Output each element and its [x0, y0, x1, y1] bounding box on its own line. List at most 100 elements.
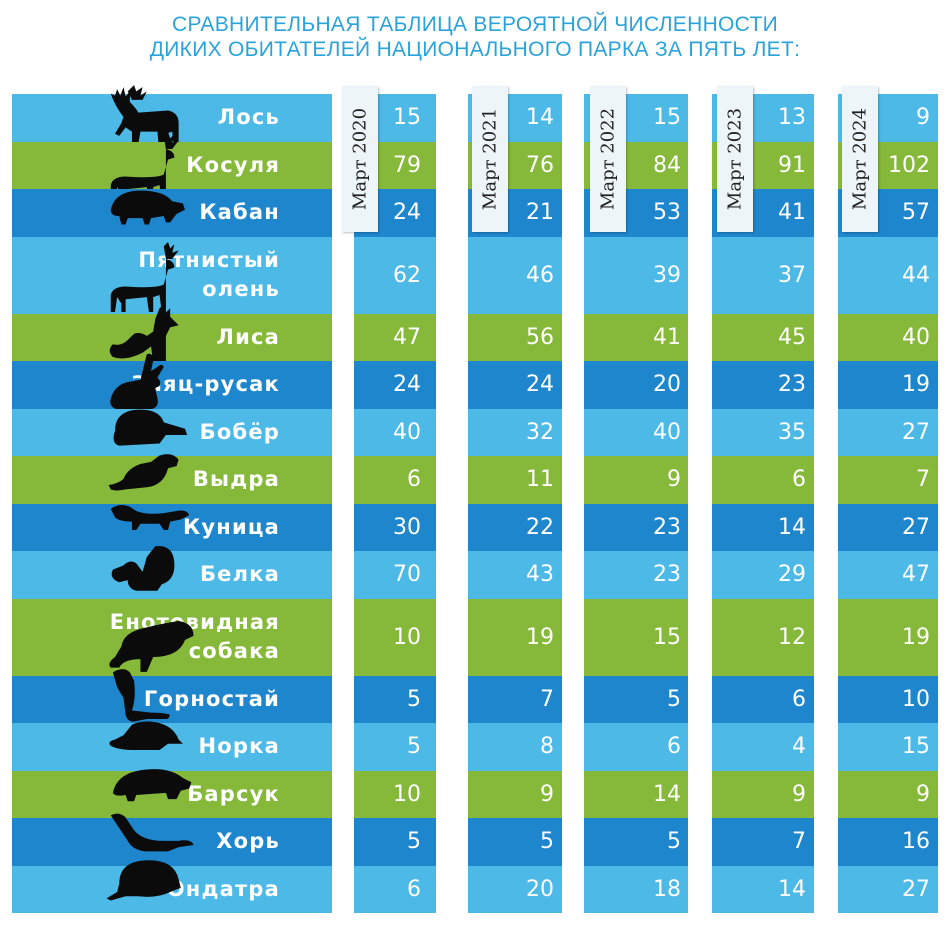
value-cell: 9	[540, 781, 554, 807]
value-cell: 7	[792, 829, 806, 855]
year-column-header: Март 2024	[842, 86, 878, 232]
animal-name: Норка	[12, 723, 280, 771]
value-cell: 9	[792, 781, 806, 807]
value-cell: 29	[778, 562, 806, 588]
value-cell: 62	[393, 262, 421, 288]
animal-name-line: Бобёр	[199, 419, 280, 444]
table-row: Барсук 10 9 14 9 9	[12, 769, 938, 819]
value-cell: 37	[778, 262, 806, 288]
table-row: Горностай 5 7 5 6 10	[12, 669, 938, 724]
animal-name: Ондатра	[12, 866, 280, 914]
animal-name-line: Косуля	[186, 152, 280, 177]
column-gap	[562, 94, 584, 913]
value-cell: 70	[393, 562, 421, 588]
animal-name: Куница	[12, 504, 280, 552]
value-cell: 19	[902, 624, 930, 650]
value-cell: 10	[902, 686, 930, 712]
value-cell: 10	[393, 624, 421, 650]
column-gap	[814, 94, 838, 913]
value-cell: 39	[653, 262, 681, 288]
value-cell: 4	[792, 734, 806, 760]
value-cell: 47	[393, 324, 421, 350]
animal-name: Лиса	[12, 314, 280, 362]
animal-name: Пятнистый олень	[12, 237, 280, 314]
table-row: Пятнистый олень 62 46 39 37 44	[12, 236, 938, 314]
value-cell: 16	[902, 829, 930, 855]
column-gap	[688, 94, 712, 913]
animal-name: Кабан	[12, 189, 280, 237]
value-cell: 30	[393, 514, 421, 540]
animal-name: Барсук	[12, 771, 280, 819]
value-cell: 41	[653, 324, 681, 350]
value-cell: 15	[393, 105, 421, 131]
value-cell: 41	[778, 200, 806, 226]
value-cell: 22	[526, 514, 554, 540]
animal-name: Косуля	[12, 142, 280, 190]
value-cell: 27	[902, 876, 930, 902]
value-cell: 23	[653, 562, 681, 588]
value-cell: 15	[653, 624, 681, 650]
value-cell: 5	[407, 829, 421, 855]
value-cell: 35	[778, 419, 806, 445]
table-row: Ондатра 6 20 18 14 27	[12, 860, 938, 914]
value-cell: 14	[653, 781, 681, 807]
animal-name-line: Куница	[182, 514, 280, 539]
value-cell: 23	[653, 514, 681, 540]
muskrat-icon	[106, 860, 181, 901]
animal-name: Белка	[12, 551, 280, 599]
value-cell: 11	[526, 467, 554, 493]
value-cell: 79	[393, 152, 421, 178]
value-cell: 9	[667, 467, 681, 493]
value-cell: 84	[653, 152, 681, 178]
value-cell: 18	[653, 876, 681, 902]
animal-name-line: Горностай	[143, 686, 280, 711]
year-label: Март 2020	[349, 107, 371, 211]
year-label: Март 2023	[724, 107, 746, 211]
value-cell: 5	[667, 686, 681, 712]
value-cell: 27	[902, 419, 930, 445]
animal-name-line: Ондатра	[166, 876, 280, 901]
table-row: Хорь 5 5 5 7 16	[12, 813, 938, 866]
value-cell: 6	[792, 686, 806, 712]
value-cell: 5	[540, 829, 554, 855]
value-cell: 14	[526, 105, 554, 131]
value-cell: 6	[667, 734, 681, 760]
value-cell: 102	[888, 152, 930, 178]
value-cell: 7	[540, 686, 554, 712]
value-cell: 7	[916, 467, 930, 493]
value-cell: 91	[778, 152, 806, 178]
animal-name-line: Хорь	[216, 829, 280, 854]
value-cell: 76	[526, 152, 554, 178]
value-cell: 44	[902, 262, 930, 288]
year-label: Март 2024	[849, 107, 871, 211]
value-cell: 6	[407, 876, 421, 902]
column-gap	[332, 94, 354, 913]
value-cell: 19	[902, 372, 930, 398]
table-row: Бобёр 40 32 40 35 27	[12, 408, 938, 456]
table-row: Заяц-русак 24 24 20 23 19	[12, 353, 938, 410]
animal-name: Горностай	[12, 676, 280, 724]
title-line-1: СРАВНИТЕЛЬНАЯ ТАБЛИЦА ВЕРОЯТНОЙ ЧИСЛЕННО…	[172, 13, 778, 36]
value-cell: 6	[792, 467, 806, 493]
value-cell: 40	[393, 419, 421, 445]
sika-deer-icon	[110, 242, 179, 312]
value-cell: 45	[778, 324, 806, 350]
value-cell: 9	[916, 781, 930, 807]
value-cell: 24	[393, 200, 421, 226]
value-cell: 23	[778, 372, 806, 398]
table-row: Норка 5 8 6 4 15	[12, 721, 938, 771]
value-cell: 56	[526, 324, 554, 350]
table-row: Куница 30 22 23 14 27	[12, 503, 938, 552]
value-cell: 15	[902, 734, 930, 760]
value-cell: 57	[902, 200, 930, 226]
year-column-header: Март 2020	[342, 86, 378, 232]
value-cell: 32	[526, 419, 554, 445]
animal-name-line: Лось	[217, 105, 280, 130]
value-cell: 43	[526, 562, 554, 588]
animal-name-line: Лиса	[216, 324, 280, 349]
value-cell: 24	[393, 372, 421, 398]
animal-name-line: собака	[188, 639, 280, 663]
value-cell: 9	[916, 105, 930, 131]
value-cell: 53	[653, 200, 681, 226]
animal-name: Выдра	[12, 456, 280, 504]
